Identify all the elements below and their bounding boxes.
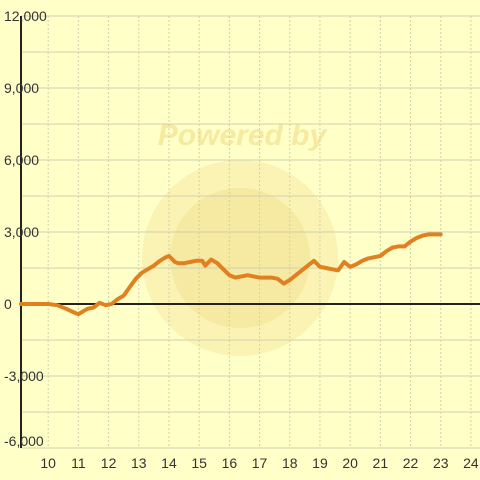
- x-tick-label: 14: [161, 455, 177, 471]
- x-tick-label: 20: [342, 455, 358, 471]
- series-layer: [19, 232, 443, 317]
- y-tick-label: 12,000: [4, 8, 47, 24]
- tick-labels: -6,000 -3,000 0 3,000 6,000 9,000 12,000 10 11 12…: [4, 8, 479, 471]
- y-tick-label: 0: [4, 296, 12, 312]
- x-tick-label: 23: [433, 455, 449, 471]
- x-tick-label: 22: [403, 455, 419, 471]
- x-tick-label: 16: [222, 455, 238, 471]
- y-tick-label: -3,000: [4, 368, 44, 384]
- y-tick-label: -6,000: [4, 433, 44, 449]
- y-tick-label: 9,000: [4, 80, 39, 96]
- x-tick-label: 19: [312, 455, 328, 471]
- x-tick-label: 15: [191, 455, 207, 471]
- x-tick-label: 21: [373, 455, 389, 471]
- x-tick-label: 24: [463, 455, 479, 471]
- grid: [21, 15, 480, 449]
- x-tick-label: 13: [131, 455, 147, 471]
- x-tick-label: 17: [252, 455, 268, 471]
- x-tick-label: 18: [282, 455, 298, 471]
- y-tick-label: 3,000: [4, 224, 39, 240]
- x-tick-label: 11: [71, 455, 86, 471]
- x-tick-label: 10: [40, 455, 56, 471]
- watermark-logo-inner: [170, 188, 310, 328]
- y-tick-label: 6,000: [4, 152, 39, 168]
- x-tick-label: 12: [101, 455, 117, 471]
- watermark: Powered by: [142, 119, 338, 356]
- series-line-0: [19, 232, 443, 317]
